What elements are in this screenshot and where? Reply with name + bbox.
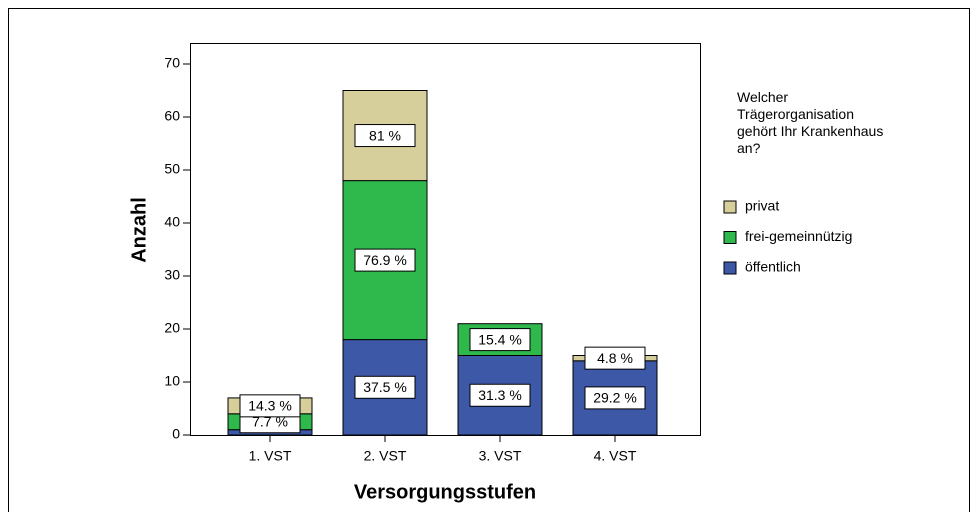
value-label: 29.2 % bbox=[593, 390, 637, 406]
y-tick-label: 30 bbox=[164, 267, 180, 283]
value-label-box bbox=[239, 394, 301, 418]
y-tick-label: 70 bbox=[164, 55, 180, 71]
legend-swatch bbox=[723, 231, 737, 244]
x-tick-label: 4. VST bbox=[594, 448, 637, 464]
x-axis-label: Versorgungsstufen bbox=[354, 481, 536, 503]
legend-label: frei-gemeinnützig bbox=[745, 228, 852, 244]
value-label-box bbox=[584, 346, 646, 370]
value-label-box bbox=[584, 386, 646, 410]
legend-title: Welcher Trägerorganisation gehört Ihr Kr… bbox=[737, 89, 884, 156]
value-label: 31.3 % bbox=[478, 387, 522, 403]
legend-label: privat bbox=[745, 198, 779, 214]
y-axis-label: Anzahl bbox=[128, 197, 150, 263]
frame bbox=[8, 8, 970, 512]
value-label-box bbox=[469, 383, 531, 407]
value-label-box bbox=[354, 124, 416, 148]
value-label: 76.9 % bbox=[363, 252, 407, 268]
plot-area bbox=[190, 43, 701, 436]
value-label-box bbox=[354, 248, 416, 272]
y-tick-label: 0 bbox=[172, 426, 180, 442]
x-tick-label: 2. VST bbox=[364, 448, 407, 464]
y-tick-label: 10 bbox=[164, 373, 180, 389]
legend-swatch bbox=[723, 200, 737, 214]
value-label: 14.3 % bbox=[248, 398, 292, 414]
value-label: 7.7 % bbox=[252, 413, 288, 429]
value-label: 81 % bbox=[369, 127, 401, 143]
legend-label: öffentlich bbox=[745, 259, 801, 275]
legend-swatch bbox=[723, 261, 737, 275]
y-tick-label: 40 bbox=[164, 214, 180, 230]
value-label: 15.4 % bbox=[478, 331, 522, 347]
y-tick-label: 20 bbox=[164, 320, 180, 336]
x-tick-label: 1. VST bbox=[249, 448, 292, 464]
x-tick-label: 3. VST bbox=[479, 448, 522, 464]
value-label: 4.8 % bbox=[597, 350, 633, 366]
value-label-box bbox=[469, 328, 531, 352]
value-label-box bbox=[354, 375, 416, 399]
value-label: 37.5 % bbox=[363, 379, 407, 395]
y-tick-label: 60 bbox=[164, 108, 180, 124]
y-tick-label: 50 bbox=[164, 161, 180, 177]
